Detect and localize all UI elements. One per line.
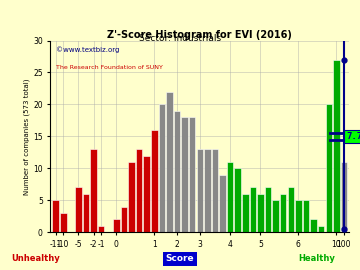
Bar [234,168,241,232]
Bar [265,187,271,232]
Text: The Research Foundation of SUNY: The Research Foundation of SUNY [57,65,163,70]
Bar [75,187,82,232]
Bar [166,92,173,232]
Bar [98,226,104,232]
Text: Unhealthy: Unhealthy [12,254,60,263]
Text: ©www.textbiz.org: ©www.textbiz.org [57,46,120,53]
Bar [303,200,309,232]
Bar [60,213,67,232]
Bar [212,149,218,232]
Bar [273,200,279,232]
Bar [90,149,97,232]
Bar [197,149,203,232]
Bar [136,149,142,232]
Bar [341,162,347,232]
Title: Z'-Score Histogram for EVI (2016): Z'-Score Histogram for EVI (2016) [107,30,292,40]
Bar [189,117,195,232]
Text: Score: Score [166,254,194,263]
Bar [227,162,233,232]
Bar [325,104,332,232]
Y-axis label: Number of companies (573 total): Number of companies (573 total) [24,78,30,195]
Bar [310,220,317,232]
Bar [318,226,324,232]
Bar [151,130,158,232]
Bar [333,60,339,232]
Bar [113,220,120,232]
Text: Sector: Industrials: Sector: Industrials [139,34,221,43]
Text: 7.7597: 7.7597 [346,132,360,141]
Bar [295,200,302,232]
Bar [121,207,127,232]
Bar [242,194,248,232]
Bar [288,187,294,232]
Bar [204,149,211,232]
Bar [159,104,165,232]
Bar [174,111,180,232]
Bar [257,194,264,232]
Bar [144,156,150,232]
Bar [83,194,89,232]
Text: Healthy: Healthy [298,254,335,263]
Bar [250,187,256,232]
Bar [53,200,59,232]
Bar [128,162,135,232]
Bar [219,175,226,232]
Bar [181,117,188,232]
Bar [280,194,287,232]
